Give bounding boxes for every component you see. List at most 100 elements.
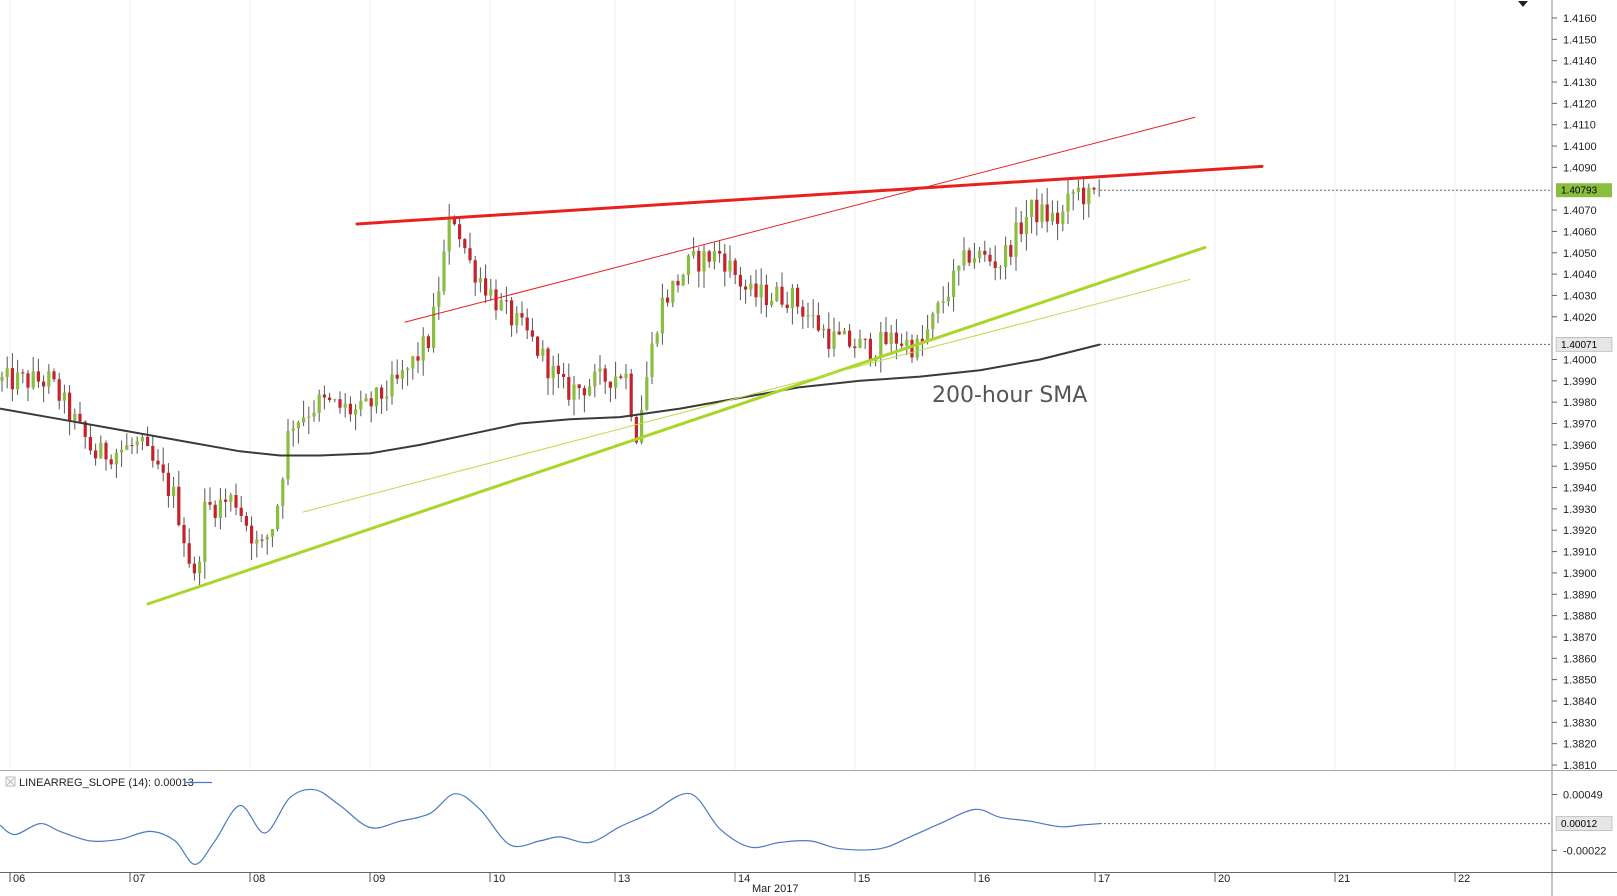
candle (889, 324, 893, 352)
candle (203, 488, 207, 579)
candle (312, 400, 316, 422)
candle (1066, 178, 1070, 225)
candle (494, 279, 498, 320)
price-tick-label: 1.4070 (1563, 205, 1597, 217)
candle (822, 324, 826, 339)
candle (530, 318, 534, 342)
candle (967, 247, 971, 267)
day-tick-label: 22 (1458, 873, 1470, 885)
candle (265, 534, 269, 555)
candle (754, 269, 758, 307)
candle (1071, 189, 1075, 211)
close-icon[interactable] (5, 776, 16, 787)
candle (426, 334, 430, 352)
candle (603, 364, 607, 395)
candle (837, 321, 841, 336)
candle (707, 249, 711, 268)
month-label: Mar 2017 (752, 883, 798, 895)
candle (177, 470, 181, 527)
indicator-tick-label: -0.00022 (1563, 845, 1606, 857)
candle (208, 487, 212, 511)
candle (1076, 179, 1080, 201)
indicator-pane: LINEARREG_SLOPE (14): 0.00013 0.00049 -0.… (0, 776, 1613, 866)
candle (515, 306, 519, 334)
price-tick-label: 1.3820 (1563, 739, 1597, 751)
candle (499, 293, 503, 311)
candle (88, 425, 92, 455)
candle (140, 433, 144, 451)
candle (676, 274, 680, 293)
day-tick-label: 16 (978, 873, 990, 885)
trendline-2 (146, 245, 1207, 606)
chevron-down-icon[interactable] (1518, 1, 1528, 7)
price-tick-label: 1.3840 (1563, 696, 1597, 708)
candle (416, 342, 420, 374)
sma-price-label: 1.40071 (1561, 340, 1598, 351)
price-tick-label: 1.4000 (1563, 354, 1597, 366)
candle (380, 384, 384, 415)
candle (156, 449, 160, 470)
candle (952, 259, 956, 312)
candle (1030, 199, 1034, 234)
candle (270, 528, 274, 548)
candle (260, 534, 264, 548)
price-tick-label: 1.4120 (1563, 98, 1597, 110)
sma-annotation: 200-hour SMA (932, 383, 1087, 408)
price-tick-label: 1.3940 (1563, 483, 1597, 495)
day-tick-label: 13 (618, 873, 630, 885)
candle (645, 361, 649, 411)
candle (406, 367, 410, 386)
candle (582, 385, 586, 413)
candle (962, 237, 966, 271)
price-tick-label: 1.4030 (1563, 290, 1597, 302)
candle (224, 488, 228, 518)
candle (94, 443, 98, 466)
candle (801, 299, 805, 329)
candle (286, 418, 290, 486)
price-tick-label: 1.3830 (1563, 717, 1597, 729)
candle (790, 284, 794, 325)
candle (411, 355, 415, 380)
sma-price-badge: 1.40071 (1555, 337, 1613, 352)
candle (738, 266, 742, 301)
price-tick-label: 1.4060 (1563, 226, 1597, 238)
price-axis: 1.4160 1.4150 1.4140 1.4130 1.4120 1.4110 1.41… (1552, 13, 1597, 772)
candle (775, 282, 779, 302)
candle (619, 373, 623, 380)
candle (936, 300, 940, 324)
candle (52, 368, 56, 382)
candle (250, 516, 254, 560)
candle (744, 279, 748, 304)
sma-200-line (0, 343, 1101, 457)
candle (276, 504, 280, 532)
candle (556, 353, 560, 389)
candle (858, 329, 862, 349)
candle (686, 254, 690, 284)
price-tick-label: 1.3810 (1563, 760, 1597, 772)
price-tick-label: 1.4090 (1563, 162, 1597, 174)
candle (296, 420, 300, 444)
candle (463, 238, 467, 254)
candle (941, 286, 945, 314)
candle (650, 331, 654, 384)
candle (946, 282, 950, 307)
candle (796, 284, 800, 315)
price-tick-label: 1.3950 (1563, 461, 1597, 473)
price-tick-label: 1.4020 (1563, 312, 1597, 324)
price-tick-label: 1.3930 (1563, 504, 1597, 516)
price-tick-label: 1.4130 (1563, 77, 1597, 89)
candle (1019, 211, 1023, 243)
candle (83, 420, 87, 449)
candle (629, 368, 633, 422)
candle (255, 530, 259, 558)
candle (567, 363, 571, 406)
price-tick-label: 1.4140 (1563, 56, 1597, 68)
trendline-1 (404, 116, 1196, 323)
price-tick-label: 1.4040 (1563, 269, 1597, 281)
candle (421, 327, 425, 376)
price-tick-label: 1.4110 (1563, 120, 1596, 132)
day-tick-label: 09 (373, 873, 385, 885)
day-tick-label: 20 (1218, 873, 1230, 885)
candle (624, 363, 628, 390)
candle (525, 308, 529, 339)
